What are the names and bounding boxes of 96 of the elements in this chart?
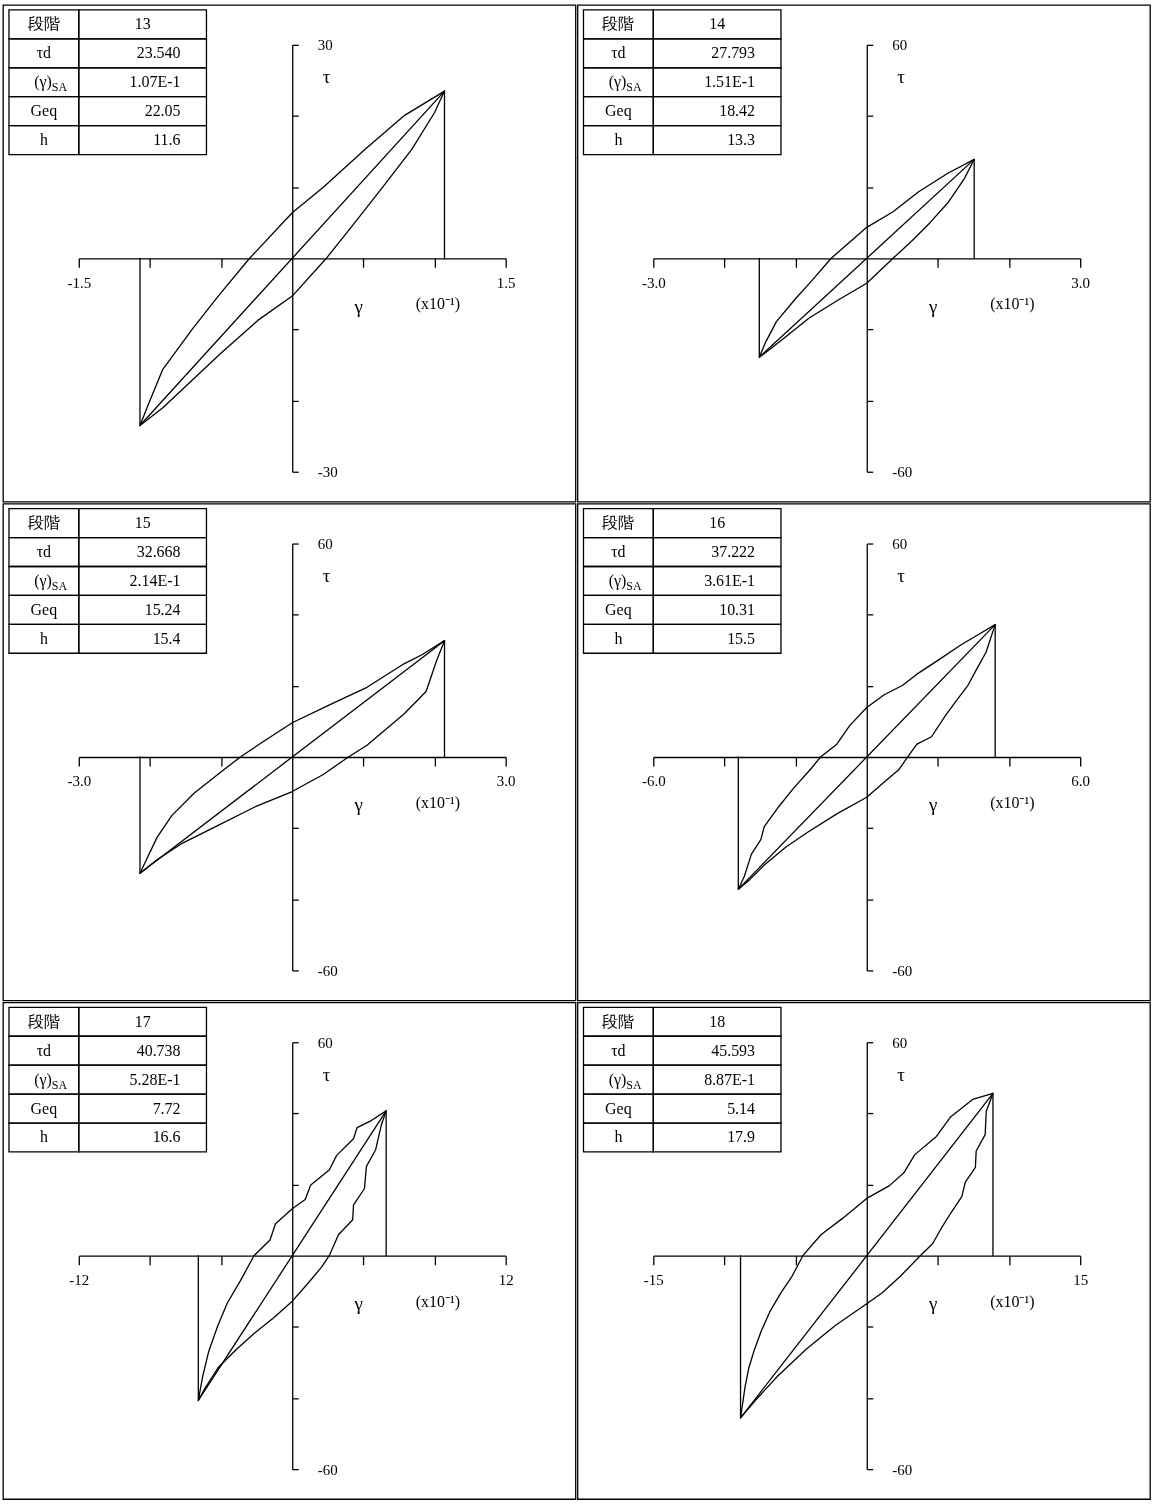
x-tick-label: 1.5 bbox=[496, 274, 516, 291]
y-axis-title: τ bbox=[897, 66, 906, 88]
y-tick-label: 30 bbox=[317, 37, 333, 54]
text: Geq bbox=[30, 102, 58, 121]
annotation: 15.5 bbox=[727, 629, 756, 647]
y-tick-label: -60 bbox=[317, 962, 338, 979]
text: 15 bbox=[134, 514, 151, 532]
text: h bbox=[614, 1128, 623, 1146]
text: τd bbox=[611, 543, 626, 561]
y-tick-label: 60 bbox=[892, 37, 908, 54]
y-tick-label: -30 bbox=[317, 464, 338, 481]
annotation: 45.593 bbox=[711, 1041, 756, 1059]
x-tick-label: -6.0 bbox=[641, 773, 666, 790]
x-tick-label: -3.0 bbox=[67, 773, 92, 790]
annotation: 3.61E-1 bbox=[704, 571, 756, 589]
x-tick-label: -15 bbox=[643, 1272, 664, 1289]
text: 18 bbox=[709, 1012, 726, 1030]
y-tick-label: -60 bbox=[892, 1461, 913, 1478]
text: Geq bbox=[605, 600, 632, 619]
x-axis-title: γ bbox=[353, 1293, 363, 1315]
text: τd bbox=[36, 543, 52, 561]
text: Geq bbox=[605, 1099, 632, 1118]
y-axis-title: τ bbox=[322, 564, 331, 586]
x-tick-label: 12 bbox=[498, 1272, 514, 1289]
annotation: (x10⁻¹) bbox=[990, 1292, 1035, 1311]
y-tick-label: 60 bbox=[892, 1034, 908, 1051]
text: h bbox=[614, 629, 623, 647]
annotation: 16.6 bbox=[152, 1128, 181, 1146]
annotation: 15.4 bbox=[152, 629, 181, 647]
annotation: 18.42 bbox=[719, 102, 756, 120]
y-tick-label: -60 bbox=[892, 962, 913, 979]
x-tick-label: -3.0 bbox=[641, 274, 666, 291]
x-tick-label: 3.0 bbox=[1071, 274, 1091, 291]
text: 段階 bbox=[602, 1012, 635, 1030]
annotation: 1.51E-1 bbox=[704, 73, 756, 91]
text: 段階 bbox=[602, 15, 635, 33]
annotation: (x10⁻¹) bbox=[415, 793, 461, 812]
y-axis-title: τ bbox=[897, 564, 906, 586]
text: 13 bbox=[134, 15, 151, 33]
text: 段階 bbox=[27, 1012, 60, 1030]
annotation: (x10⁻¹) bbox=[415, 295, 461, 314]
y-tick-label: 60 bbox=[317, 536, 333, 553]
text: 14 bbox=[709, 15, 726, 33]
text: h bbox=[39, 131, 48, 149]
annotation: 22.05 bbox=[144, 102, 181, 120]
annotation: (x10⁻¹) bbox=[990, 295, 1035, 314]
text: Geq bbox=[30, 600, 58, 619]
y-tick-label: 60 bbox=[892, 536, 908, 553]
annotation: 32.668 bbox=[136, 543, 181, 561]
annotation: 1.07E-1 bbox=[129, 73, 181, 91]
text: h bbox=[614, 131, 623, 149]
x-axis-title: γ bbox=[353, 794, 363, 816]
x-tick-label: 3.0 bbox=[496, 773, 516, 790]
x-axis-title: γ bbox=[927, 794, 938, 816]
annotation: 27.793 bbox=[711, 44, 756, 62]
annotation: 40.738 bbox=[136, 1041, 181, 1059]
x-axis-title: γ bbox=[927, 1293, 938, 1315]
annotation: 10.31 bbox=[719, 600, 756, 618]
annotation: 5.14 bbox=[727, 1099, 756, 1117]
annotation: 15.24 bbox=[144, 600, 181, 618]
text: 17 bbox=[134, 1012, 151, 1030]
text: τd bbox=[36, 1041, 52, 1059]
text: 段階 bbox=[27, 15, 60, 33]
annotation: (x10⁻¹) bbox=[990, 793, 1035, 812]
y-tick-label: 60 bbox=[317, 1034, 333, 1051]
annotation: 5.28E-1 bbox=[129, 1070, 181, 1088]
text: 段階 bbox=[602, 514, 635, 532]
text: τd bbox=[36, 44, 52, 62]
x-tick-label: -1.5 bbox=[67, 274, 92, 291]
text: h bbox=[39, 1128, 48, 1146]
text: Geq bbox=[30, 1099, 58, 1118]
y-tick-label: -60 bbox=[892, 464, 913, 481]
text: τd bbox=[611, 44, 626, 62]
annotation: 17.9 bbox=[727, 1128, 756, 1146]
annotation: 13.3 bbox=[727, 131, 756, 149]
y-axis-title: τ bbox=[322, 1063, 331, 1085]
x-axis-title: γ bbox=[927, 295, 938, 317]
annotation: 23.540 bbox=[136, 44, 181, 62]
x-tick-label: -12 bbox=[69, 1272, 90, 1289]
x-axis-title: γ bbox=[353, 295, 363, 317]
text: h bbox=[39, 629, 48, 647]
text: τd bbox=[611, 1041, 626, 1059]
x-tick-label: 15 bbox=[1073, 1272, 1089, 1289]
y-axis-title: τ bbox=[897, 1063, 906, 1085]
y-tick-label: -60 bbox=[317, 1461, 338, 1478]
annotation: 37.222 bbox=[711, 543, 756, 561]
annotation: (x10⁻¹) bbox=[415, 1292, 461, 1311]
annotation: 11.6 bbox=[153, 131, 181, 149]
annotation: 7.72 bbox=[152, 1099, 181, 1117]
text: 16 bbox=[709, 514, 726, 532]
text: 段階 bbox=[27, 514, 60, 532]
y-axis-title: τ bbox=[322, 66, 331, 88]
x-tick-label: 6.0 bbox=[1071, 773, 1091, 790]
annotation: 8.87E-1 bbox=[704, 1070, 756, 1088]
annotation: 2.14E-1 bbox=[129, 571, 181, 589]
text: Geq bbox=[605, 102, 632, 121]
